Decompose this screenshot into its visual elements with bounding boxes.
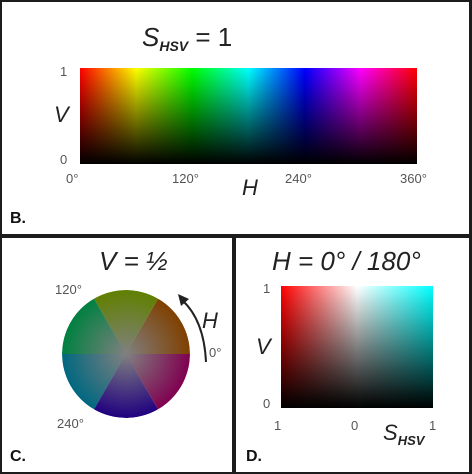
panel-c-title: V = ½ xyxy=(99,246,168,276)
panel-b-title: SHSV = 1 xyxy=(142,22,233,54)
panel-d-s-left: 1 xyxy=(274,418,282,433)
hue-saturation-wheel xyxy=(61,289,191,419)
panel-b-v-axis-label: V xyxy=(54,102,69,127)
saturation-value-gradient xyxy=(281,286,433,408)
panel-b: SHSV = 1 1 V 0 xyxy=(2,2,469,234)
panel-b-v-bottom: 0 xyxy=(60,152,68,167)
curved-arrow-icon xyxy=(178,294,207,363)
label-120-degrees: 120° xyxy=(55,282,82,297)
hue-value-gradient-svg xyxy=(80,68,417,164)
panel-d-s-axis-label: SHSV xyxy=(383,420,425,448)
panel-d-v-bottom: 0 xyxy=(263,396,271,411)
panel-d-s-right: 1 xyxy=(429,418,437,433)
panel-b-h-tick-0: 0° xyxy=(66,171,79,186)
panel-b-h-tick-240: 240° xyxy=(285,171,312,186)
hue-value-gradient xyxy=(80,68,417,164)
panel-d-title: H = 0° / 180° xyxy=(272,246,421,276)
panel-d-v-axis-label: V xyxy=(256,334,271,359)
panel-c-tag: C. xyxy=(10,448,26,465)
panel-b-h-tick-120: 120° xyxy=(172,171,199,186)
label-240-degrees: 240° xyxy=(57,416,84,431)
panel-d-s-mid: 0 xyxy=(351,418,359,433)
saturation-value-gradient-svg xyxy=(281,286,433,408)
hue-rotation-label: H xyxy=(202,308,218,333)
hue-saturation-wheel-svg xyxy=(62,290,190,418)
panel-b-v-top: 1 xyxy=(60,64,68,79)
panel-c: V = ½ 120° xyxy=(2,238,232,472)
panel-d: H = 0° / 180° 1 V 0 1 0 SHSV 1 D. xyxy=(236,238,469,472)
label-0-degrees: 0° xyxy=(209,345,222,360)
panel-b-h-tick-360: 360° xyxy=(400,171,427,186)
panel-b-h-axis-label: H xyxy=(242,175,258,200)
panel-b-tag: B. xyxy=(10,210,26,227)
hue-rotation-arrow xyxy=(176,290,216,375)
panel-d-v-top: 1 xyxy=(263,281,271,296)
panel-d-tag: D. xyxy=(246,448,262,465)
